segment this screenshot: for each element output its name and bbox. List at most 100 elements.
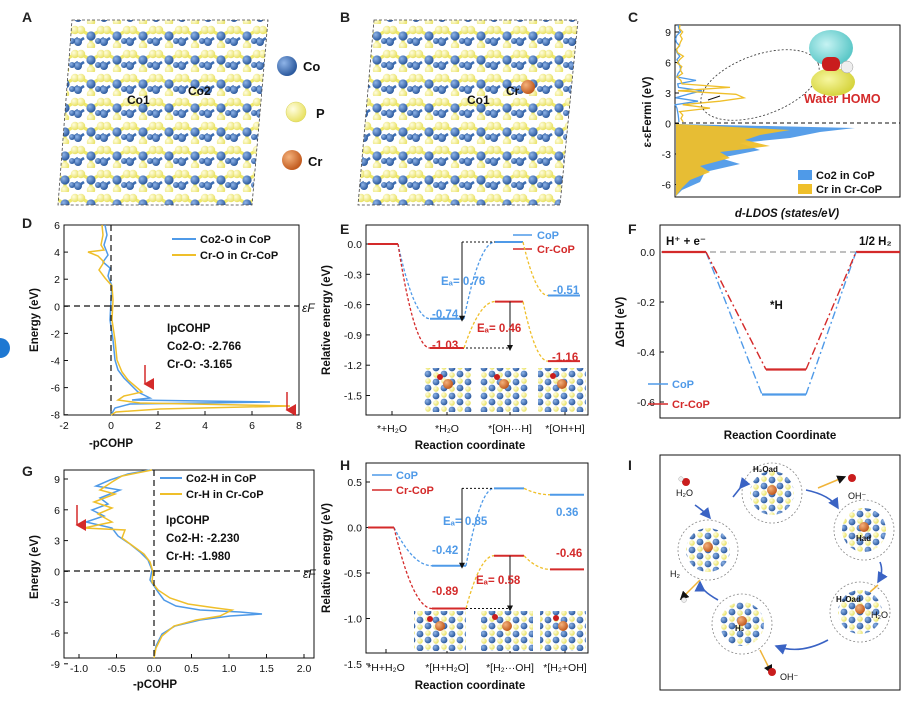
pathway-segment xyxy=(523,487,551,496)
energy-pathways: Eₐ= 0.76 Eₐ= 0.46 -0.74 -0.51 -1.03 -1.16 xyxy=(368,240,580,364)
pathway-segment xyxy=(463,241,496,319)
cycle-label-h-ad: Had xyxy=(856,534,871,543)
x-axis-label: -pCOHP xyxy=(89,438,133,450)
pathway-segment xyxy=(522,301,549,362)
cycle-label-h2o: H₂O xyxy=(676,488,693,498)
x-tick-label: 4 xyxy=(202,420,208,432)
cycle-state xyxy=(833,499,895,561)
structure-insets xyxy=(414,611,586,651)
pathway-segment xyxy=(522,241,549,297)
x-axis-label: Reaction Coordinate xyxy=(724,430,836,442)
co2-o-curve xyxy=(101,224,271,416)
panel-label-i: I xyxy=(628,457,632,473)
axis-ticks: 0.0 -0.3 -0.6 -0.9 -1.2 -1.5 *+H₂O *H₂O *[OH···H… xyxy=(344,239,585,435)
ldos-curves xyxy=(674,24,855,196)
water-homo-label: Water HOMO xyxy=(804,92,881,106)
x-tick-label: 6 xyxy=(249,420,255,432)
panel-h: H 0.5 0.0 -0.5 -1.0 -1.5 *H+H₂O *[H+H₂O] *[H₂··… xyxy=(321,457,589,692)
legend-label-cr-cop: Cr-CoP xyxy=(672,399,710,411)
activation-energy-cr-cop: Eₐ= 0.46 xyxy=(477,323,521,335)
panel-label-b: B xyxy=(340,9,350,25)
inset-structure xyxy=(538,368,586,412)
y-tick-label: 4 xyxy=(54,247,60,259)
panel-i: I xyxy=(628,454,901,691)
panel-e: E 0.0 -0.3 -0.6 -0.9 -1.2 -1.5 *+H₂O *H₂O *[OH··… xyxy=(321,221,589,452)
y-tick-label: -0.9 xyxy=(344,330,362,342)
y-tick-label: -8 xyxy=(51,410,60,422)
legend-label-cr-cop: Cr-CoP xyxy=(537,244,575,256)
pathway-segment xyxy=(397,243,431,349)
inset-structure xyxy=(480,368,528,412)
crystal-structure-cr-cop: Co1 Cr xyxy=(357,19,579,206)
y-tick-label: 6 xyxy=(665,58,671,70)
y-tick-label: -0.3 xyxy=(344,269,362,281)
site-label-co1: Co1 xyxy=(127,93,150,107)
x-tick-label: 1.0 xyxy=(222,663,237,675)
panel-label-g: G xyxy=(22,463,33,479)
cycle-state xyxy=(677,519,739,581)
inset-structure xyxy=(424,368,472,412)
x-tick-label: 2.0 xyxy=(297,663,312,675)
x-tick-label: *H+H₂O xyxy=(367,662,405,674)
y-tick-label: -0.5 xyxy=(344,568,362,580)
y-axis-label: Relative energy (eV) xyxy=(321,503,333,613)
x-tick-label: 0.5 xyxy=(184,663,199,675)
legend: CoP Cr-CoP xyxy=(648,379,710,411)
y-tick-label: -4 xyxy=(51,356,60,368)
atom-label-p: P xyxy=(316,106,325,121)
legend-label-co2-o: Co2-O in CoP xyxy=(200,234,271,246)
y-axis-label: ΔGH (eV) xyxy=(615,297,627,348)
x-tick-label: 8 xyxy=(296,420,302,432)
side-marker xyxy=(0,338,10,358)
x-tick-label: *[H₂···OH] xyxy=(486,662,534,674)
peak-marker xyxy=(707,95,721,101)
x-axis-label: -pCOHP xyxy=(133,679,177,691)
site-label-cr: Cr xyxy=(506,84,520,98)
cr-ldos-curve xyxy=(675,24,747,123)
y-tick-label: 0.0 xyxy=(347,239,362,251)
pathway-segment xyxy=(397,243,431,320)
ipcohp-co2-h: Co2-H: -2.230 xyxy=(166,533,240,545)
y-tick-label: 2 xyxy=(54,274,60,286)
panel-g: G 9 6 3 0 -3 -6 -9 -1.0 -0.5 0.0 0.5 1.0 1.5 2.0 Ener… xyxy=(22,463,316,691)
y-tick-label: 0 xyxy=(54,566,60,578)
legend: Co2-O in CoP Cr-O in Cr-CoP xyxy=(172,234,278,262)
legend-label-cr-o: Cr-O in Cr-CoP xyxy=(200,250,278,262)
pathway-segment xyxy=(523,555,551,571)
pathway-segment xyxy=(465,555,495,609)
pcohp-curves xyxy=(83,469,263,659)
y-tick-label: -6 xyxy=(51,628,60,640)
cr-dopant-atom xyxy=(521,80,535,94)
plot-frame xyxy=(659,224,901,419)
x-tick-label: *[OH+H] xyxy=(545,423,584,435)
x-tick-label: *[OH···H] xyxy=(488,423,532,435)
x-tick-label: 0 xyxy=(108,420,114,432)
level-value-cop: -0.74 xyxy=(432,309,459,321)
y-axis-label: Energy (eV) xyxy=(29,535,41,599)
structure-insets xyxy=(424,368,586,412)
cr-ldos-fill xyxy=(676,123,790,196)
x-tick-label: 1.5 xyxy=(259,663,274,675)
cycle-state xyxy=(711,593,773,655)
panel-label-f: F xyxy=(628,221,637,237)
legend: Co2 in CoP Cr in Cr-CoP xyxy=(798,170,882,196)
legend-swatch-cr xyxy=(798,184,812,194)
y-tick-label: -1.5 xyxy=(344,391,362,403)
level-value-cr-cop: -0.46 xyxy=(556,548,582,560)
y-tick-label: 0.5 xyxy=(347,477,362,489)
cr-atom-icon xyxy=(282,150,302,170)
legend-label-co2: Co2 in CoP xyxy=(816,170,875,182)
x-axis-label: Reaction coordinate xyxy=(415,440,526,452)
y-tick-label: 0.0 xyxy=(640,247,655,259)
y-axis-label: Energy (eV) xyxy=(29,288,41,352)
legend-label-cop: CoP xyxy=(537,230,559,242)
atom-label-cr: Cr xyxy=(308,154,322,169)
y-tick-label: 3 xyxy=(54,536,60,548)
free-energy-pathways xyxy=(660,250,900,396)
x-tick-label: -1.0 xyxy=(70,663,88,675)
middle-state-label: *H xyxy=(770,300,783,312)
x-tick-label: -2 xyxy=(59,420,68,432)
y-tick-label: 9 xyxy=(54,474,60,486)
y-tick-label: -1.5 xyxy=(344,659,362,671)
